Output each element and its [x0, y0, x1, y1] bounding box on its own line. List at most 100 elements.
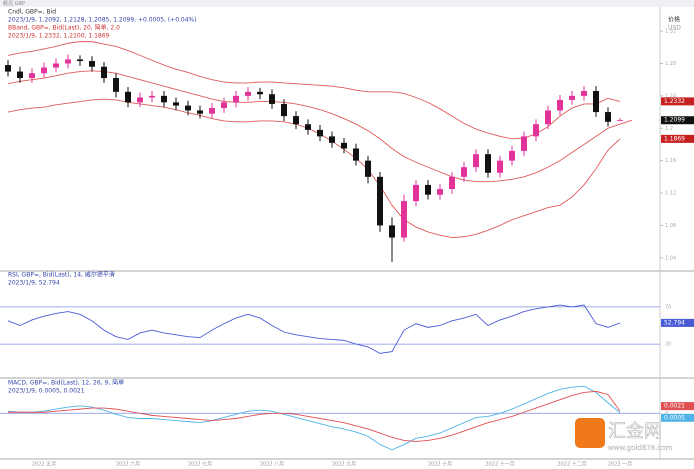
y-tick-label: 1.12 [665, 191, 676, 197]
y-tick-label: 70 [665, 304, 671, 310]
candle-body [257, 91, 263, 95]
x-tick-label: 2022 十一月 [485, 461, 514, 468]
candle-body [173, 102, 179, 106]
candle-body [401, 201, 407, 238]
band-lower [7, 98, 621, 239]
x-tick-label: 2022 八月 [260, 462, 284, 468]
candle-body [353, 148, 359, 161]
candle-body [185, 105, 191, 111]
close-label-box [661, 116, 694, 125]
candle-body [533, 124, 539, 137]
series-line [8, 390, 621, 442]
candle-body [125, 91, 131, 103]
band-middle [7, 70, 633, 183]
candle-body [305, 124, 311, 130]
last-value-label-box [661, 402, 694, 411]
page-title: 概况 GBP [3, 0, 25, 7]
candle-body [509, 150, 515, 161]
candle-body [617, 120, 623, 122]
candle-body [389, 225, 395, 238]
band-subtitle: 2023/1/9, 1.2332, 1.2100, 1.1869 [8, 33, 110, 40]
candle-body [209, 108, 215, 114]
candle-body [101, 66, 107, 79]
candle-body [449, 176, 455, 189]
candle-body [161, 95, 167, 103]
logo-icon [575, 418, 605, 448]
rsi-subtitle: 2023/1/9, 52.794 [8, 280, 60, 287]
macd-subtitle: 2023/1/9, 0.0005, 0.0021 [8, 388, 85, 395]
last-value-label: 0.0021 [664, 403, 685, 410]
candle-body [425, 184, 431, 195]
candle-body [413, 184, 419, 202]
candle-body [365, 160, 371, 177]
price-subtitle: 2023/1/9, 1.2092, 1.2128, 1.2085, 1.2099… [8, 17, 197, 24]
candle-body [545, 110, 551, 125]
x-tick-label: 2022 五月 [32, 462, 56, 468]
series-line [7, 304, 621, 354]
axis-title: 价格 [668, 16, 680, 24]
y-tick-label: 1.32 [665, 29, 676, 35]
top-bar [0, 0, 694, 7]
x-tick-label: 2022 十二月 [557, 461, 586, 468]
y-tick-label: 1.24 [665, 93, 676, 99]
close-label: 1.2099 [664, 117, 685, 124]
watermark-name: 汇金网 [608, 421, 662, 442]
watermark-url: www.gold678.com [608, 444, 673, 452]
x-tick-label: 2023 一月 [608, 462, 632, 468]
y-tick-label: 1.16 [665, 158, 676, 164]
candle-body [113, 78, 119, 92]
candle-body [269, 94, 275, 104]
candle-body [149, 95, 155, 98]
price-title: Cndl, GBP=, Bid [8, 9, 56, 16]
candle-body [437, 188, 443, 195]
last-value-label-box [661, 318, 694, 327]
last-value-label: 0.0005 [664, 414, 685, 421]
candle-body [485, 154, 491, 173]
candle-body [65, 59, 71, 64]
candle-body [317, 129, 323, 137]
candle-body [461, 167, 467, 177]
candle-body [77, 59, 83, 62]
band-upper [7, 41, 621, 140]
last-value-label: 52.794 [664, 319, 685, 326]
candle-body [29, 73, 35, 79]
candle-body [569, 95, 575, 100]
candle-body [329, 136, 335, 143]
rsi-title: RSI, GBP=, Bid(Last), 14, 威尔德平滑 [8, 271, 115, 279]
axis-unit: USD [668, 25, 681, 32]
candle-body [473, 154, 479, 168]
candle-body [233, 95, 239, 103]
y-tick-label: 30 [665, 342, 671, 348]
candle-body [197, 110, 203, 114]
candle-body [281, 103, 287, 117]
candle-body [245, 91, 251, 96]
band-lower-label: 1.1869 [664, 135, 685, 142]
x-tick-label: 2022 七月 [188, 461, 212, 468]
x-tick-label: 2022 十月 [428, 461, 452, 468]
candle-body [53, 63, 59, 68]
macd-title: MACD, GBP=, Bid(Last), 12, 26, 9, 简单 [8, 379, 124, 387]
candle-body [89, 61, 95, 67]
candle-body [593, 91, 599, 113]
candle-body [17, 71, 23, 79]
candle-body [137, 97, 143, 103]
y-tick-label: 1.2 [665, 126, 673, 132]
band-lower-label-box [661, 134, 694, 143]
y-tick-label: 1.04 [665, 255, 676, 261]
band-title: BBand, GBP=, Bid(Last), 20, 简单, 2.0 [8, 24, 120, 32]
candle-body [557, 99, 563, 111]
y-tick-label: 1.28 [665, 61, 676, 67]
candle-body [5, 65, 11, 72]
last-value-label-box [661, 413, 694, 422]
candle-body [521, 136, 527, 151]
x-tick-label: 2022 六月 [116, 461, 140, 468]
candle-body [497, 160, 503, 173]
candle-body [221, 102, 227, 109]
x-tick-label: 2022 九月 [332, 461, 356, 468]
band-upper-label-box [661, 97, 694, 106]
candle-body [293, 116, 299, 125]
y-tick-label: 1.08 [665, 223, 676, 229]
candle-body [605, 112, 611, 122]
